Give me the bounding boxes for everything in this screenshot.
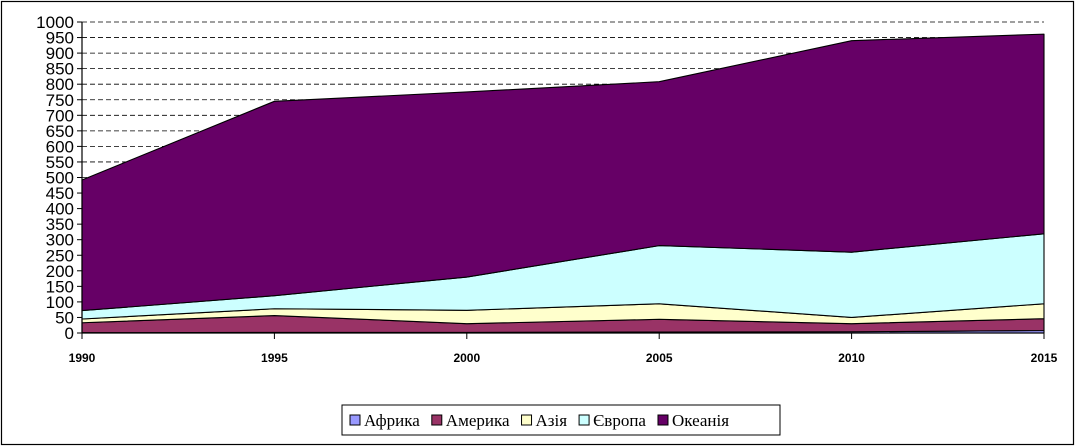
y-tick-label: 950 — [46, 29, 74, 48]
axes — [77, 21, 1045, 339]
legend-swatch-азія — [521, 414, 533, 426]
x-tick-labels: 1990 1995 2000 2005 2010 2015 — [69, 351, 1058, 365]
x-tick-label: 1995 — [261, 351, 288, 365]
y-tick-label: 850 — [46, 60, 74, 79]
y-tick-label: 350 — [46, 215, 74, 234]
legend-box — [341, 404, 781, 436]
x-tick-label: 2010 — [838, 351, 865, 365]
y-tick-label: 800 — [46, 75, 74, 94]
y-tick-label: 250 — [46, 246, 74, 265]
y-tick-label: 900 — [46, 44, 74, 63]
y-tick-label: 100 — [46, 293, 74, 312]
y-tick-label: 200 — [46, 262, 74, 281]
y-tick-label: 650 — [46, 122, 74, 141]
y-tick-label: 50 — [55, 308, 74, 327]
y-tick-label: 550 — [46, 153, 74, 172]
area-series-океанія — [81, 33, 1045, 312]
legend-swatch-африка — [349, 414, 361, 426]
legend-label-океанія: Океанія — [672, 411, 729, 430]
legend-label-америка: Америка — [446, 411, 510, 430]
y-tick-label: 150 — [46, 277, 74, 296]
legend-label-азія: Азія — [536, 411, 568, 430]
legend-label-європа: Європа — [593, 411, 646, 430]
y-tick-label: 1000 — [36, 13, 74, 32]
y-tick-label: 600 — [46, 137, 74, 156]
legend: Африка Америка Азія Європа Океанія — [341, 404, 781, 436]
area-series — [81, 33, 1045, 334]
x-tick-label: 2005 — [646, 351, 673, 365]
y-tick-label: 300 — [46, 231, 74, 250]
legend-swatch-європа — [578, 414, 590, 426]
y-tick-label: 450 — [46, 184, 74, 203]
y-tick-label: 700 — [46, 106, 74, 125]
y-tick-labels: 0501001502002503003504004505005506006507… — [36, 13, 74, 343]
legend-swatch-океанія — [657, 414, 669, 426]
x-tick-label: 2015 — [1031, 351, 1058, 365]
y-tick-label: 500 — [46, 169, 74, 188]
x-tick-label: 2000 — [453, 351, 480, 365]
y-tick-label: 0 — [65, 324, 74, 343]
y-tick-label: 750 — [46, 91, 74, 110]
legend-label-африка: Африка — [364, 411, 420, 430]
y-tick-label: 400 — [46, 200, 74, 219]
legend-swatch-америка — [431, 414, 443, 426]
x-tick-label: 1990 — [69, 351, 96, 365]
